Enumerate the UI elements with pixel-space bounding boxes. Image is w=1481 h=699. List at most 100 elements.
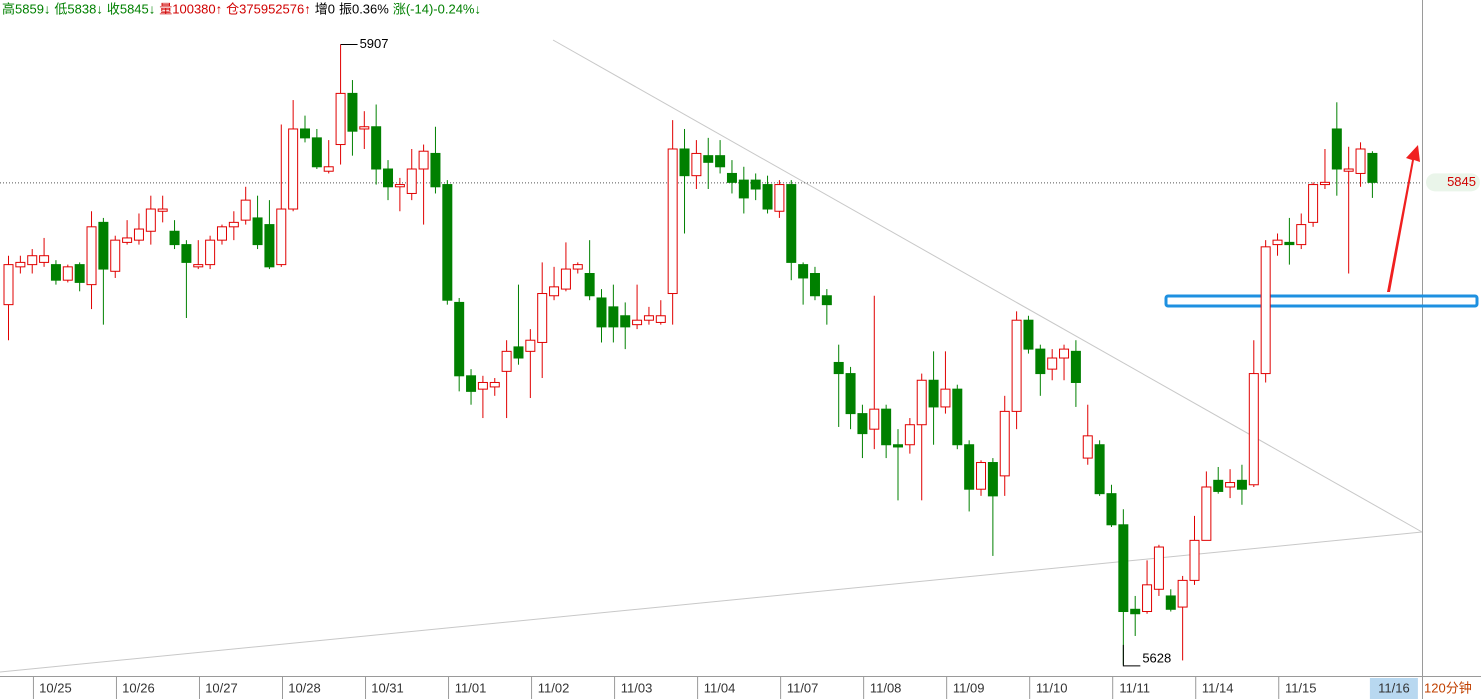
candle-body <box>1189 539 1200 581</box>
candle-body <box>786 184 797 263</box>
candle-body <box>1213 479 1224 492</box>
candle-body <box>133 228 144 241</box>
candle-body <box>122 237 133 243</box>
x-tick-label: 11/07 <box>787 680 819 695</box>
candle-body <box>1142 584 1153 613</box>
candle-body <box>620 315 631 328</box>
candle-body <box>181 244 192 263</box>
candle-body <box>1236 479 1247 490</box>
candle-body <box>1130 608 1141 615</box>
x-tick-label: 10/26 <box>122 680 155 695</box>
candle-body <box>27 255 38 266</box>
candle-body <box>489 381 500 388</box>
arrow <box>1387 145 1420 292</box>
candle-body <box>976 462 987 490</box>
header-item: 高5859↓ <box>2 1 50 16</box>
x-tick-label: 11/14 <box>1202 680 1234 695</box>
candle-body <box>418 150 429 170</box>
candle-body <box>1070 350 1081 383</box>
candle-body <box>655 315 666 323</box>
candle-body <box>62 266 73 281</box>
candle-body <box>1035 348 1046 375</box>
candle-body <box>869 408 880 430</box>
x-tick-label: 11/01 <box>455 680 487 695</box>
last-price-label: 5845 <box>1447 174 1476 189</box>
candle-body <box>916 379 927 426</box>
candle-body <box>1284 241 1295 246</box>
current-date-bg <box>1369 678 1418 699</box>
header-item: 低5838↓ <box>54 1 102 16</box>
candle-body <box>762 184 773 210</box>
candle-body <box>406 168 417 194</box>
candle-body <box>86 226 97 286</box>
candle-body <box>952 388 963 446</box>
candle-body <box>335 92 346 146</box>
candle-body <box>1011 319 1022 412</box>
candle-body <box>501 350 512 372</box>
candle-body <box>454 301 465 377</box>
candle-body <box>881 408 892 446</box>
x-tick-label: 11/08 <box>870 680 902 695</box>
candle-body <box>572 264 583 270</box>
candle-body <box>1177 579 1188 608</box>
candle-body <box>383 168 394 188</box>
candle-body <box>1248 373 1259 486</box>
candle-body <box>50 264 61 281</box>
candle-body <box>145 208 156 232</box>
x-tick-label: 10/28 <box>288 680 321 695</box>
candle-body <box>347 92 358 132</box>
candle-body <box>549 286 560 297</box>
candle-body <box>643 315 654 321</box>
candle-body <box>359 126 370 130</box>
candle-body <box>1331 128 1342 170</box>
candle-body <box>1201 486 1212 541</box>
candle-body <box>1367 152 1378 183</box>
candle-body <box>987 462 998 497</box>
candle-body <box>1059 348 1070 359</box>
candle-body <box>1106 493 1117 526</box>
candle-body <box>311 137 322 168</box>
candle-body <box>809 273 820 297</box>
candle-body <box>264 224 275 268</box>
candle-body <box>537 293 548 343</box>
candle-body <box>750 179 761 190</box>
candle-body <box>323 166 334 172</box>
candle-body <box>738 179 749 199</box>
x-tick-label: 11/11 <box>1119 680 1150 695</box>
candle-body <box>1272 239 1283 246</box>
candle-body <box>1153 546 1164 590</box>
x-tick-label: 10/31 <box>371 680 404 695</box>
candle-body <box>584 273 595 297</box>
candle-body <box>525 339 536 352</box>
candle-body <box>798 264 809 279</box>
candle-body <box>596 297 607 328</box>
candle-body <box>857 413 868 435</box>
last-price-bg <box>1426 173 1480 192</box>
candle-body <box>39 255 50 263</box>
candle-body <box>3 264 14 306</box>
candle-body <box>1047 357 1058 370</box>
header-item: 收5845↓ <box>107 1 155 16</box>
candle-body <box>228 221 239 228</box>
x-tick-label: 10/25 <box>39 680 72 695</box>
candle-body <box>1094 444 1105 495</box>
candle-body <box>928 379 939 408</box>
x-tick-label: 11/09 <box>953 680 985 695</box>
candle-body <box>691 152 702 177</box>
candle-body <box>679 148 690 177</box>
x-tick-label: 11/15 <box>1285 680 1317 695</box>
candle-body <box>560 268 571 290</box>
candle-body <box>1343 168 1354 172</box>
candle-body <box>608 306 619 328</box>
candle-body <box>964 444 975 490</box>
candle-body <box>726 172 737 183</box>
candle-body <box>1260 246 1271 375</box>
x-tick-label: 11/04 <box>704 680 736 695</box>
candle-body <box>15 261 26 268</box>
candle-body <box>216 226 227 241</box>
candle-body <box>193 264 204 268</box>
x-tick-label: 11/02 <box>538 680 570 695</box>
candle-body <box>205 239 216 266</box>
